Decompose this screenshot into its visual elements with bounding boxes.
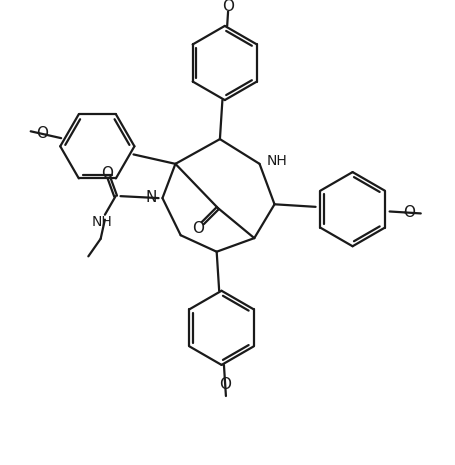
Text: O: O: [36, 126, 48, 141]
Text: N: N: [145, 190, 156, 205]
Text: O: O: [101, 166, 113, 181]
Text: NH: NH: [266, 154, 287, 168]
Text: O: O: [219, 377, 231, 392]
Text: O: O: [402, 205, 414, 220]
Text: NH: NH: [91, 214, 112, 229]
Text: O: O: [192, 220, 203, 235]
Text: O: O: [222, 0, 234, 14]
